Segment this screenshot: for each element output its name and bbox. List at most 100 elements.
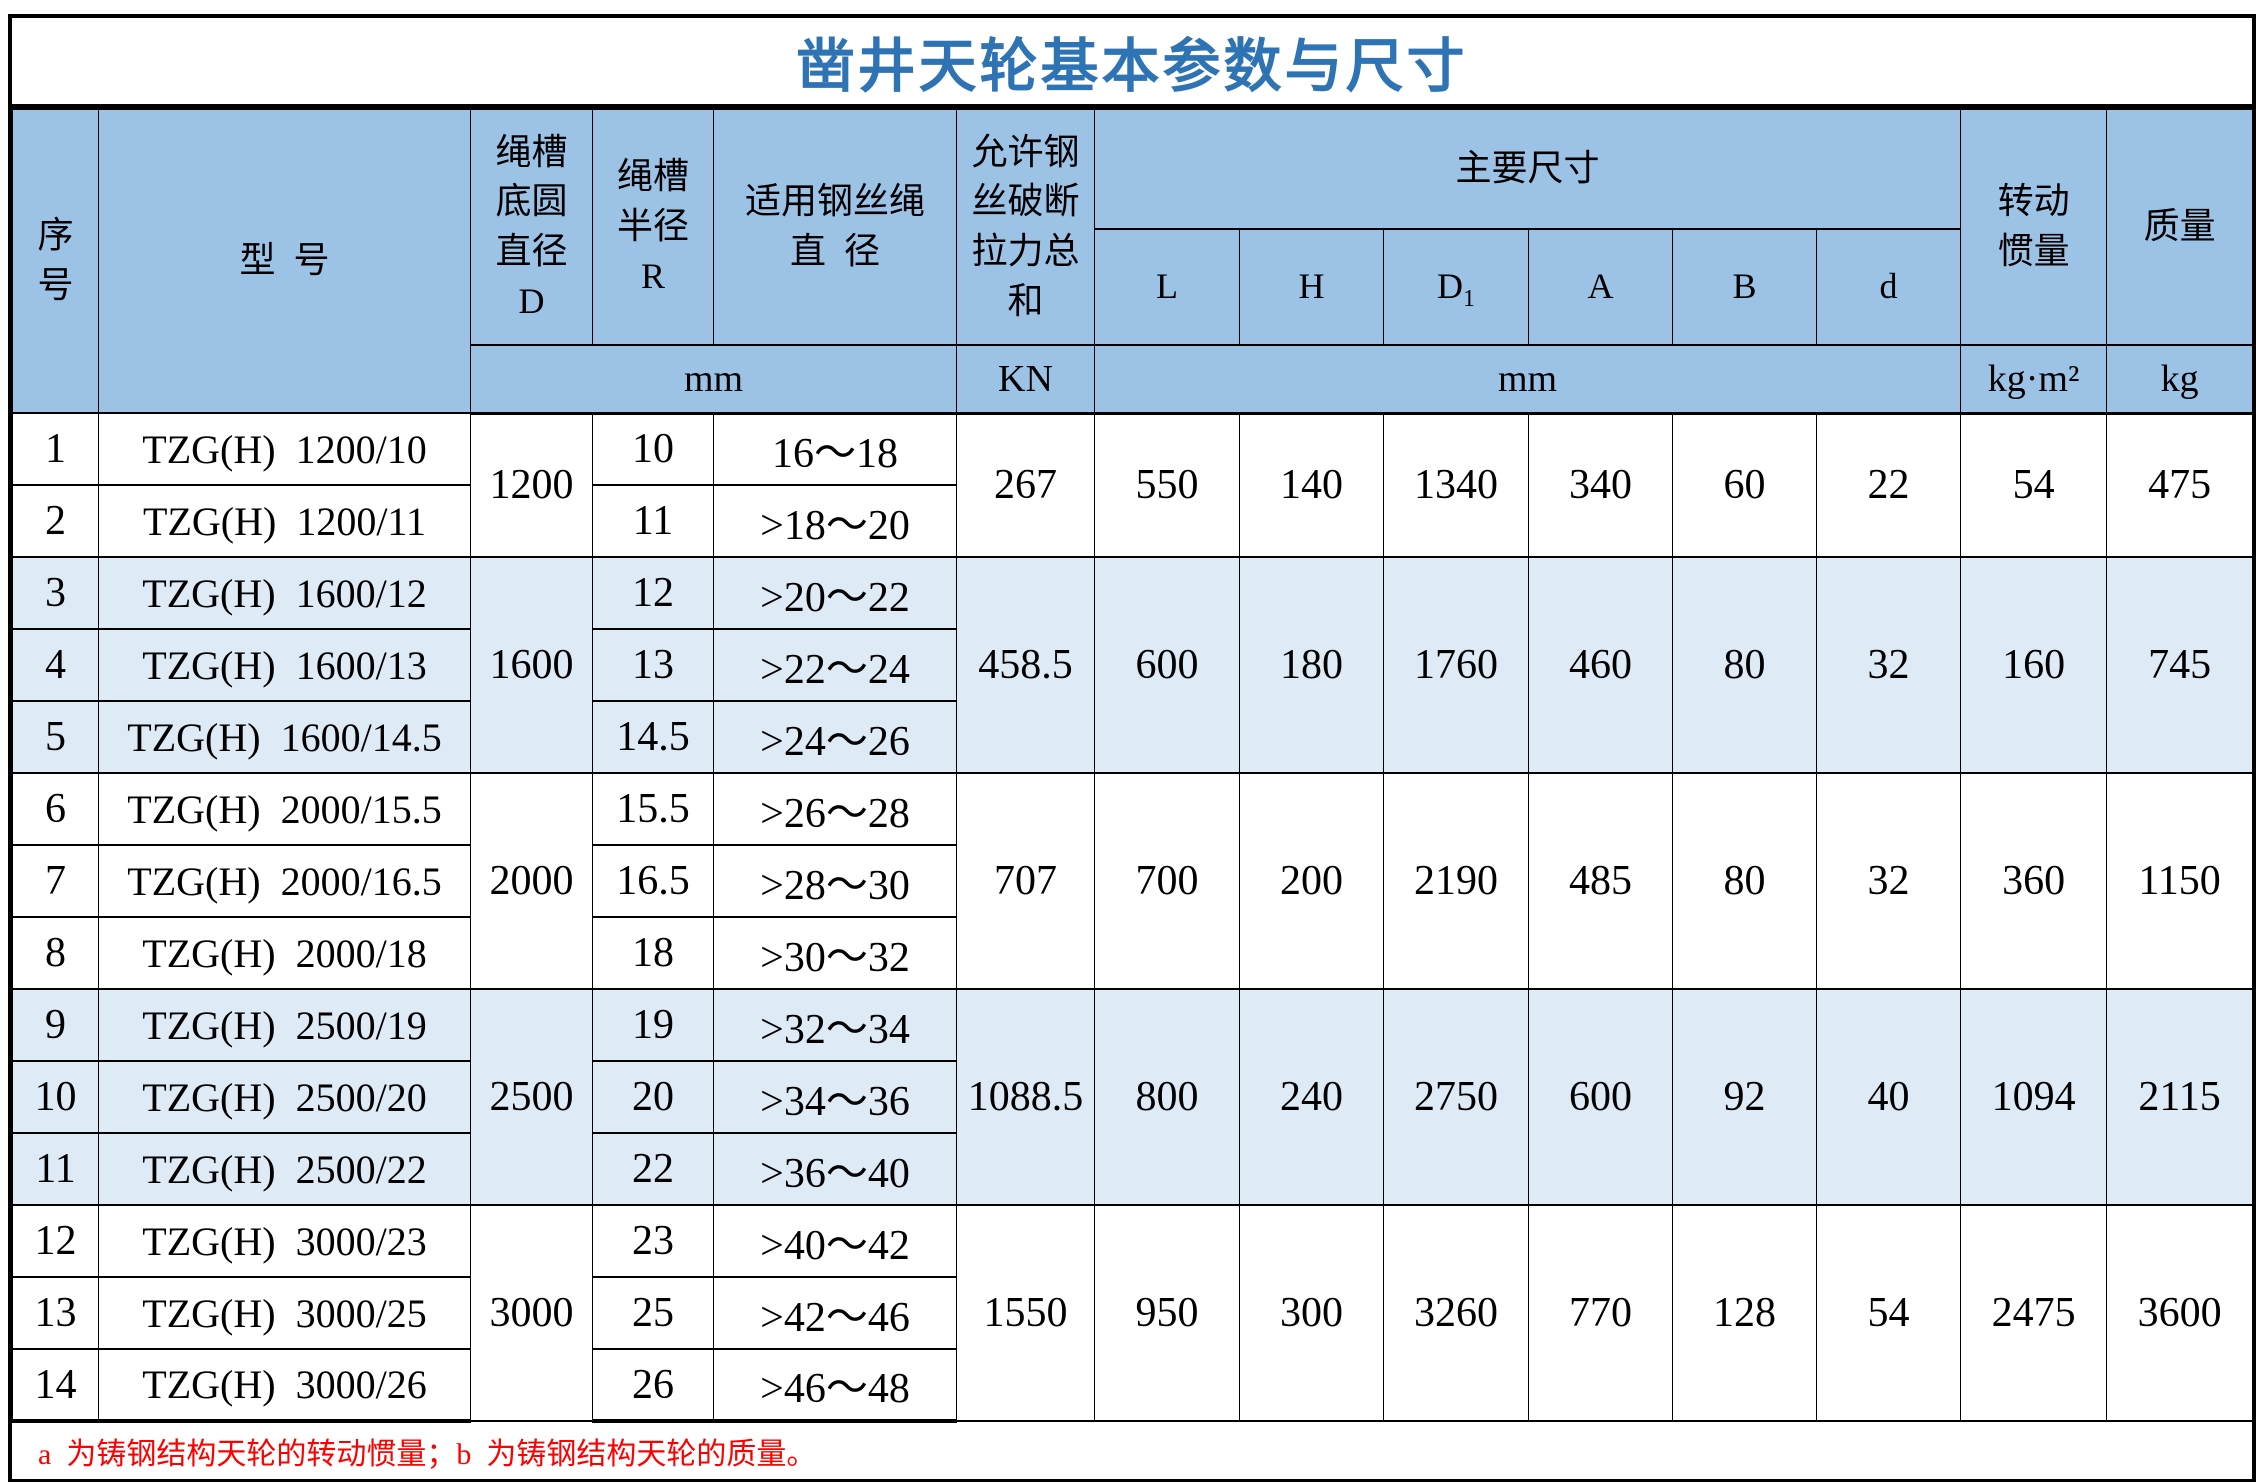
table-row: 4 TZG(H) 1600/13 13 >22～24: [12, 628, 2253, 702]
dim-D1-cell: 1340: [1383, 412, 1529, 558]
groove-radius-cell: 22: [592, 1132, 714, 1206]
groove-diameter-cell: 3000: [470, 1204, 593, 1422]
col-header-D1: D1: [1383, 228, 1529, 346]
table-row: 7 TZG(H) 2000/16.5 16.5 >28～30: [12, 844, 2253, 918]
dim-D1-cell: 2750: [1383, 988, 1529, 1206]
unit-mm-right: mm: [1093, 344, 1962, 415]
rope-diameter-cell: >24～26: [713, 700, 957, 774]
row-number: 11: [12, 1132, 99, 1206]
unit-inertia: kg·m²: [1960, 344, 2108, 415]
row-number: 4: [12, 628, 99, 702]
dim-D1-cell: 2190: [1383, 772, 1529, 990]
model-cell: TZG(H) 2500/20: [98, 1060, 471, 1134]
rope-diameter-cell: >34～36: [713, 1060, 957, 1134]
mass-cell: 3600: [2106, 1204, 2254, 1422]
dim-D1-cell: 1760: [1383, 556, 1529, 774]
model-cell: TZG(H) 3000/26: [98, 1348, 471, 1423]
groove-diameter-cell: 1200: [470, 412, 593, 558]
model-cell: TZG(H) 1200/10: [98, 412, 471, 486]
col-header-no: 序 号: [12, 108, 99, 414]
table-row: 2 TZG(H) 1200/11 11 >18～20: [12, 484, 2253, 558]
groove-radius-cell: 12: [592, 556, 714, 630]
model-cell: TZG(H) 3000/23: [98, 1204, 471, 1278]
dim-L-cell: 700: [1094, 772, 1240, 990]
col-header-groove-radius: 绳槽 半径 R: [592, 108, 714, 346]
table-row: 11 TZG(H) 2500/22 22 >36～40: [12, 1132, 2253, 1206]
groove-radius-cell: 23: [592, 1204, 714, 1278]
table-row: 3 TZG(H) 1600/12 1600 12 >20～22 458.5 60…: [12, 556, 2254, 774]
dim-L-cell: 600: [1094, 556, 1240, 774]
row-number: 2: [12, 484, 99, 558]
groove-radius-cell: 10: [592, 412, 714, 486]
dim-H-cell: 180: [1239, 556, 1384, 774]
groove-radius-cell: 13: [592, 628, 714, 702]
groove-radius-cell: 26: [592, 1348, 714, 1423]
groove-diameter-cell: 2500: [470, 988, 593, 1206]
mass-cell: 745: [2106, 556, 2254, 774]
table-row: 10 TZG(H) 2500/20 20 >34～36: [12, 1060, 2253, 1134]
row-number: 7: [12, 844, 99, 918]
unit-mass: kg: [2106, 344, 2254, 415]
dim-d-cell: 54: [1815, 1204, 1962, 1422]
groove-radius-cell: 16.5: [592, 844, 714, 918]
groove-radius-cell: 11: [592, 484, 714, 558]
rope-diameter-cell: >26～28: [713, 772, 957, 846]
col-header-A: A: [1528, 228, 1673, 346]
units-row: mm KN mm kg·m² kg: [13, 344, 2254, 415]
groove-radius-cell: 19: [592, 988, 714, 1062]
dim-L-cell: 800: [1094, 988, 1240, 1206]
rope-diameter-cell: >40～42: [713, 1204, 957, 1278]
model-cell: TZG(H) 2500/22: [98, 1132, 471, 1206]
model-cell: TZG(H) 2500/19: [98, 988, 471, 1062]
col-header-L: L: [1094, 228, 1240, 346]
row-number: 9: [12, 988, 99, 1062]
rope-diameter-cell: >28～30: [713, 844, 957, 918]
footnote: a 为铸钢结构天轮的转动惯量；b 为铸钢结构天轮的质量。: [12, 1423, 2252, 1479]
dim-H-cell: 200: [1239, 772, 1384, 990]
col-header-B: B: [1672, 228, 1817, 346]
dim-A-cell: 600: [1528, 988, 1673, 1206]
row-number: 6: [12, 772, 99, 846]
dim-H-cell: 240: [1239, 988, 1384, 1206]
table-row: 13 TZG(H) 3000/25 25 >42～46: [12, 1276, 2253, 1350]
col-header-model: 型 号: [98, 108, 471, 414]
col-header-mass: 质量: [2106, 108, 2254, 346]
model-cell: TZG(H) 1600/12: [98, 556, 471, 630]
table-row: 14 TZG(H) 3000/26 26 >46～48: [12, 1348, 2253, 1423]
dim-d-cell: 22: [1815, 412, 1962, 558]
model-cell: TZG(H) 2000/16.5: [98, 844, 471, 918]
table-row: 1 TZG(H) 1200/10 1200 10 16～18 267 550 1…: [12, 412, 2254, 558]
row-number: 13: [12, 1276, 99, 1350]
row-number: 5: [12, 700, 99, 774]
dim-B-cell: 60: [1672, 412, 1817, 558]
dim-d-cell: 32: [1815, 772, 1962, 990]
model-cell: TZG(H) 2000/15.5: [98, 772, 471, 846]
model-cell: TZG(H) 1200/11: [98, 484, 471, 558]
col-header-inertia: 转动 惯量: [1960, 108, 2108, 346]
dim-B-cell: 80: [1672, 556, 1817, 774]
inertia-cell: 54: [1960, 412, 2108, 558]
inertia-cell: 360: [1960, 772, 2108, 990]
mass-cell: 475: [2106, 412, 2254, 558]
groove-radius-cell: 14.5: [592, 700, 714, 774]
parameters-table: 序 号 型 号 绳槽 底圆 直径 D 绳槽 半径 R 适用钢丝绳 直 径 允许钢…: [12, 108, 2254, 1423]
dim-A-cell: 460: [1528, 556, 1673, 774]
dim-A-cell: 485: [1528, 772, 1673, 990]
dim-L-cell: 950: [1094, 1204, 1240, 1422]
dim-A-cell: 770: [1528, 1204, 1673, 1422]
rope-diameter-cell: >32～34: [713, 988, 957, 1062]
rope-diameter-cell: >42～46: [713, 1276, 957, 1350]
row-number: 3: [12, 556, 99, 630]
col-header-D1-subscript: 1: [1463, 286, 1475, 313]
rope-diameter-cell: >30～32: [713, 916, 957, 990]
model-cell: TZG(H) 1600/13: [98, 628, 471, 702]
unit-kn: KN: [956, 344, 1095, 415]
row-number: 14: [12, 1348, 99, 1423]
dim-d-cell: 40: [1815, 988, 1962, 1206]
dim-B-cell: 92: [1672, 988, 1817, 1206]
col-header-rope-diameter: 适用钢丝绳 直 径: [713, 108, 957, 346]
dim-L-cell: 550: [1094, 412, 1240, 558]
header-row-1: 序 号 型 号 绳槽 底圆 直径 D 绳槽 半径 R 适用钢丝绳 直 径 允许钢…: [12, 108, 2254, 414]
mass-cell: 2115: [2106, 988, 2254, 1206]
row-number: 10: [12, 1060, 99, 1134]
